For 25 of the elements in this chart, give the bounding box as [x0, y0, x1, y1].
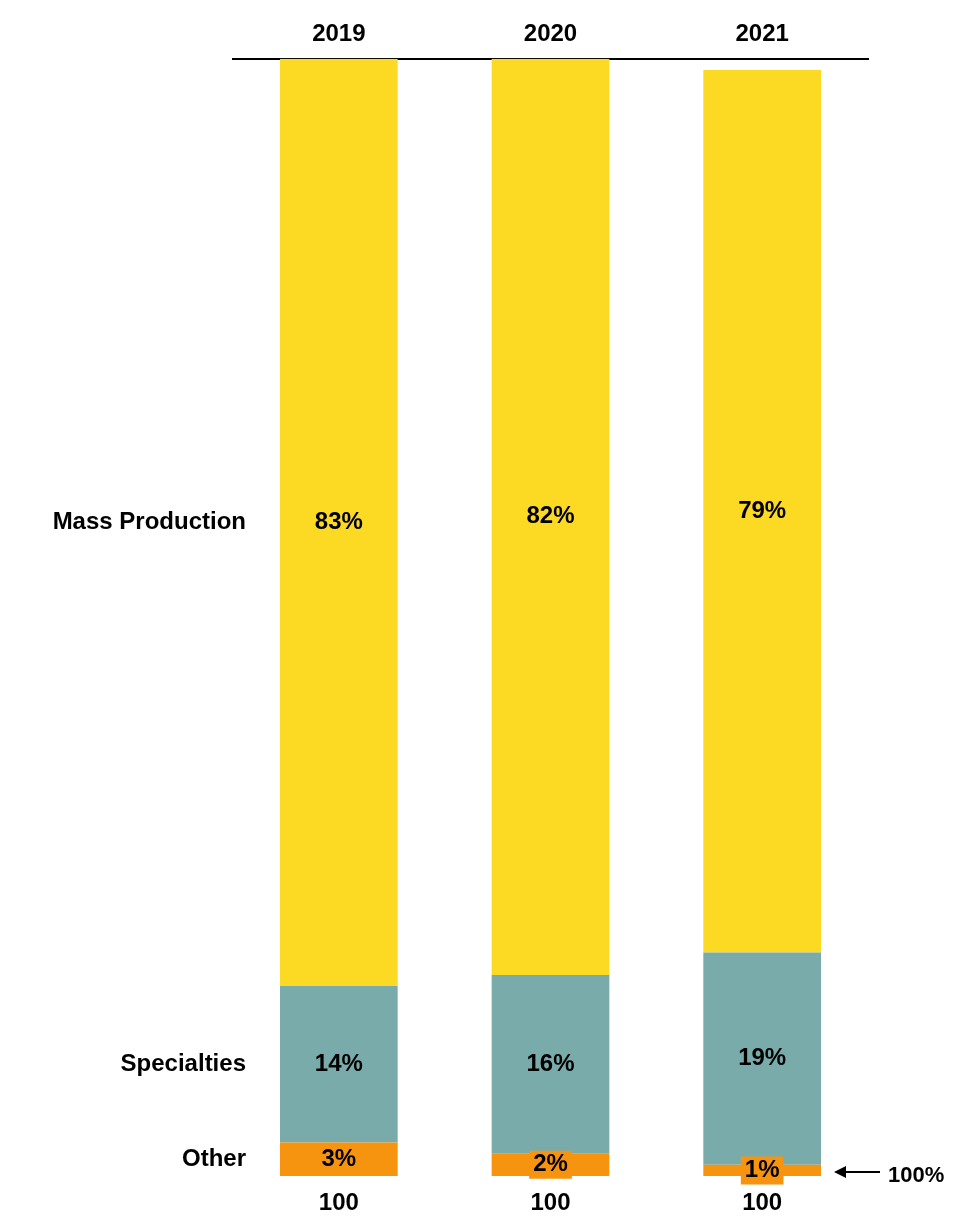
series-label: Mass Production	[52, 507, 246, 535]
bar	[279, 1142, 398, 1176]
total-label: 100	[530, 1187, 571, 1215]
series-label: Specialties	[120, 1048, 246, 1076]
data-label: 2%	[533, 1149, 568, 1177]
data-label: 16%	[526, 1048, 575, 1076]
x-tick-label: 2020	[523, 19, 578, 47]
data-label: 79%	[738, 495, 787, 523]
x-tick-label: 2021	[735, 19, 789, 47]
data-label: 14%	[314, 1048, 363, 1076]
data-label: 82%	[526, 501, 575, 529]
series-label: Other	[181, 1143, 246, 1171]
x-tick-label: 2019	[312, 19, 366, 47]
bar	[491, 58, 610, 975]
data-label: 1%	[744, 1155, 780, 1183]
data-label: 83%	[314, 507, 363, 535]
bar	[279, 58, 398, 987]
bar	[703, 69, 822, 953]
total-label: 100	[318, 1187, 359, 1215]
data-label: 19%	[738, 1043, 787, 1071]
bar	[279, 986, 398, 1143]
total-label: 100	[742, 1187, 783, 1215]
text: 100%	[888, 1162, 945, 1189]
data-label: 3%	[321, 1143, 357, 1171]
bar	[491, 974, 610, 1154]
